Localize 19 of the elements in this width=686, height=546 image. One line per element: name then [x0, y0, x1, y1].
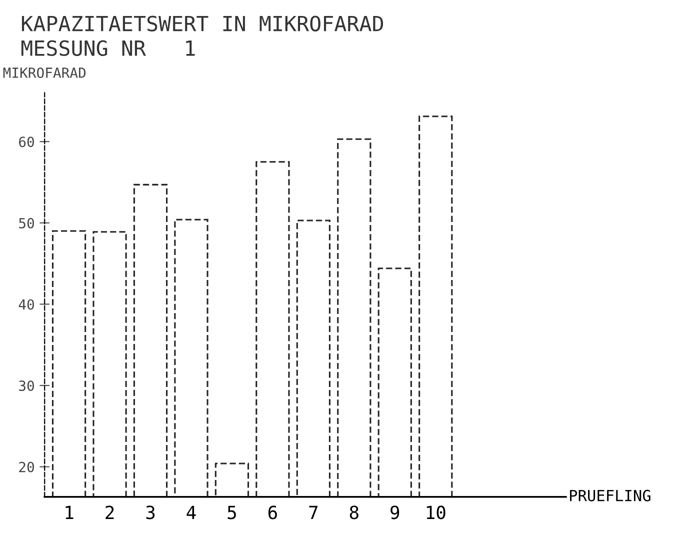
y-tick-label: 60 — [19, 136, 34, 148]
chart-title: KAPAZITAETSWERT IN MIKROFARAD — [22, 16, 384, 32]
y-tick-label: 40 — [18, 299, 34, 310]
y-axis-title: MIKROFARAD — [3, 68, 86, 78]
x-tick-label: 3 — [146, 506, 155, 520]
x-tick-label: 9 — [390, 506, 400, 520]
y-tick-label: 20 — [19, 462, 34, 472]
x-tick-label: 6 — [268, 506, 277, 520]
x-tick-label: 10 — [426, 506, 446, 520]
chart-subtitle: MESSUNG NR 1 — [21, 40, 195, 56]
x-tick-label: 1 — [66, 506, 74, 520]
y-tick-label: 30 — [19, 380, 34, 391]
x-tick-label: 2 — [106, 506, 114, 520]
text: PRUEFLING — [570, 490, 650, 502]
x-tick-label: 8 — [350, 506, 358, 520]
x-tick-label: 5 — [228, 506, 236, 520]
x-tick-label: 4 — [186, 506, 196, 520]
y-tick-label: 50 — [19, 218, 34, 228]
x-tick-label: 7 — [309, 506, 318, 520]
